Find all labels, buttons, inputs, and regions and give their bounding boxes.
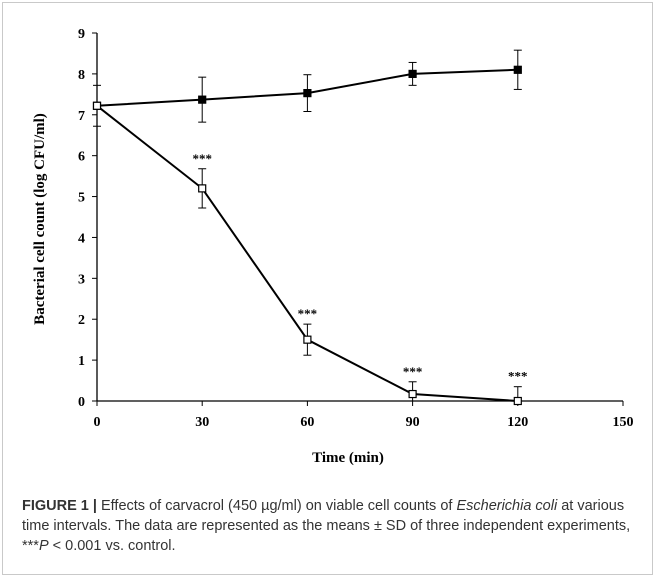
caption-p-symbol: P <box>38 538 49 554</box>
x-tick-label: 0 <box>94 415 101 430</box>
y-tick-label: 8 <box>78 68 85 83</box>
y-tick-label: 9 <box>78 27 85 42</box>
y-axis-label: Bacterial cell count (log CFU/ml) <box>32 113 48 325</box>
x-tick-label: 90 <box>406 415 420 430</box>
significance-annotation: *** <box>192 151 212 166</box>
y-tick-label: 3 <box>78 272 85 287</box>
caption-text-1: Effects of carvacrol (450 µg/ml) on viab… <box>96 498 457 514</box>
x-tick-label: 60 <box>300 415 314 430</box>
significance-annotation: *** <box>298 306 318 321</box>
y-tick-label: 0 <box>78 395 85 410</box>
figure-caption: FIGURE 1 | Effects of carvacrol (450 µg/… <box>22 496 632 556</box>
y-tick-label: 7 <box>78 109 85 124</box>
series-2-point <box>408 389 417 399</box>
series-1-point <box>198 95 207 104</box>
y-tick-label: 1 <box>78 354 85 369</box>
significance-annotation: *** <box>508 369 528 384</box>
y-tick-label: 2 <box>78 313 85 328</box>
y-tick-label: 5 <box>78 191 85 206</box>
caption-separator: | <box>92 498 97 514</box>
series-2-line <box>96 105 518 402</box>
y-tick-label: 6 <box>78 150 85 165</box>
series-1-point <box>303 89 312 98</box>
caption-text-2: at various time intervals. The data are … <box>22 498 631 554</box>
caption-label: FIGURE 1 <box>22 498 89 514</box>
y-tick-label: 4 <box>78 231 85 246</box>
series-1-point <box>513 65 522 74</box>
series-2-point <box>303 335 312 344</box>
x-axis-label: Time (min) <box>312 450 384 466</box>
caption-text-3: < 0.001 vs. control. <box>48 538 176 554</box>
series-2-point <box>198 184 207 193</box>
x-tick-label: 150 <box>613 415 634 430</box>
significance-annotation: *** <box>403 364 423 379</box>
caption-organism: Escherichia coli <box>456 498 558 514</box>
series-2-point <box>513 396 522 406</box>
series-2-point <box>92 101 102 110</box>
series-1-point <box>408 69 417 78</box>
x-tick-label: 30 <box>195 415 209 430</box>
x-tick-label: 120 <box>507 415 528 430</box>
